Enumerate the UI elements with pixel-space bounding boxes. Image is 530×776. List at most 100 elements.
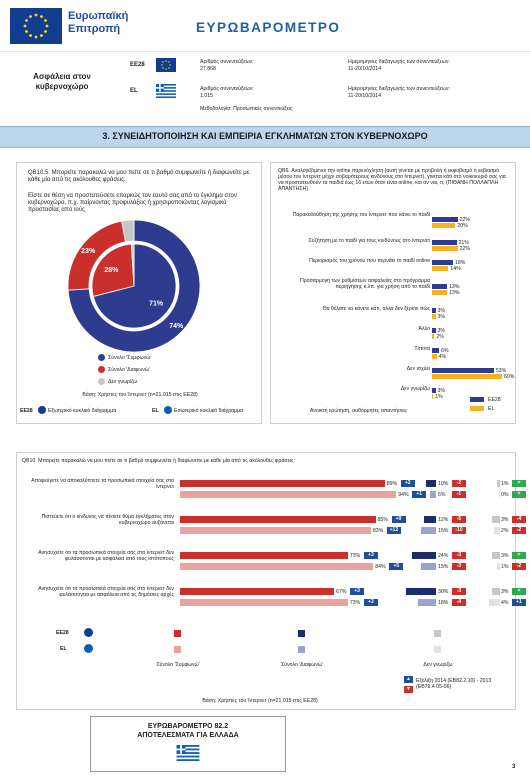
- qb6-legend-el: EL: [488, 406, 495, 412]
- qb6-category-label: Παρακολούθηση της χρήσης του ίντερνετ πο…: [292, 212, 430, 218]
- qb10-value-el-dk: 0%: [501, 491, 509, 498]
- qb105-inner-note: Εσωτερικό κυκλικό διάγραμμα: [174, 408, 244, 414]
- el-dates-label: Ημερομηνίες διεξαγωγής των συνεντεύξεων:: [348, 86, 450, 92]
- qb6-legend-el-swatch: [470, 406, 484, 411]
- legend-dk-label: Δεν γνωρίζω: [108, 379, 138, 385]
- legend-el-agree-swatch: [174, 646, 181, 653]
- qb6-bar-el: [432, 354, 437, 359]
- qb6-bar-ee: [432, 260, 453, 265]
- eu-legend-icon: [84, 628, 93, 637]
- qb6-value-el: 60%: [504, 373, 515, 380]
- qb6-category-label: Θα θέλατε να κάνετε κάτι, αλλά δεν ξέρετ…: [322, 306, 430, 312]
- qb10-question: QB10. Μπορείτε παρακαλώ να μου πείτε σε …: [22, 458, 295, 464]
- qb10-bar-ee-disagree: [424, 516, 436, 523]
- qb10-bar-el-agree: [180, 491, 397, 498]
- legend-el-disagree-swatch: [298, 646, 305, 653]
- org-line1: Ευρωπαϊκή: [68, 10, 129, 22]
- qb6-bar-ee: [432, 217, 458, 222]
- qb10-bar-el-dk: [488, 599, 500, 606]
- qb6-value-el: 13%: [449, 289, 460, 296]
- qb105-question: QB10.5. Μπορείτε παρακαλώ να μου πείτε σ…: [28, 170, 250, 183]
- qb6-bar-ee: [432, 284, 448, 289]
- qb10-bar-el-disagree: [430, 491, 436, 498]
- qb6-bar-el: [432, 394, 434, 399]
- org-line2: Επιτροπή: [68, 23, 121, 35]
- qb10-change-ee-agree: +3: [363, 552, 378, 559]
- qb6-value-ee: 21%: [458, 239, 469, 246]
- legend-ee-disagree-swatch: [298, 630, 305, 637]
- header-band: [0, 0, 530, 52]
- qb10-bar-el-dk: [499, 491, 500, 498]
- eu-small-flag-icon: [38, 406, 46, 414]
- qb10-value-ee-dk: 3%: [501, 552, 509, 559]
- qb6-value-ee: 13%: [449, 283, 460, 290]
- qb6-category-label: Δεν ισχύει: [406, 366, 430, 372]
- qb10-bar-el-dk: [494, 527, 500, 534]
- greek-flag-icon: [156, 84, 176, 98]
- eu-flag-icon: [156, 58, 176, 72]
- qb105-inner-label: EL: [152, 408, 159, 414]
- qb6-category-label: Τίποτα: [414, 346, 430, 352]
- qb10-bar-ee-agree: [180, 480, 385, 487]
- qb10-change-el-dk: +1: [512, 599, 526, 606]
- qb6-value-ee: 3%: [437, 307, 446, 314]
- qb6-value-ee: 6%: [441, 347, 449, 354]
- qb10-value-ee-disagree: 30%: [438, 588, 449, 595]
- qb10-change-ee-disagree: -3: [452, 588, 466, 595]
- qb6-footnote: Ανοικτή ερώτηση, αυθόρμητες απαντήσεις: [310, 408, 408, 414]
- greek-legend-icon: [84, 644, 93, 653]
- qb10-bar-el-agree: [180, 599, 348, 606]
- qb6-value-ee: 53%: [495, 367, 507, 374]
- qb10-value-el-agree: 94%: [398, 491, 409, 498]
- qb10-change-ee-disagree: -2: [452, 480, 466, 487]
- qb105-outer-label: EE28: [20, 408, 33, 414]
- qb105-statement: Είστε σε θέση να προστατεύσετε επαρκώς τ…: [28, 193, 237, 213]
- survey-row-ee-label: EE28: [130, 62, 145, 68]
- qb10-change-ee-dk: =: [512, 552, 526, 559]
- qb6-value-el: 22%: [459, 245, 471, 252]
- legend-el-dk-swatch: [434, 646, 441, 653]
- qb10-change-el-disagree: -3: [452, 563, 466, 570]
- qb10-value-el-disagree: 6%: [438, 491, 446, 498]
- qb10-value-el-agree: 83%: [372, 527, 384, 534]
- qb10-bar-el-agree: [180, 563, 374, 570]
- qb10-value-ee-dk: 3%: [501, 516, 509, 523]
- survey-topic: Ασφάλεια στον κυβερνοχώρο: [14, 72, 110, 92]
- qb6-bar-el: [432, 266, 449, 271]
- page-title: ΕΥΡΩΒΑΡΟΜΕΤΡΟ: [196, 20, 341, 35]
- methodology: Μεθοδολογία: Προσωπικές συνεντεύξεις: [200, 106, 293, 112]
- qb10-change-el-agree: +12: [386, 527, 401, 534]
- qb10-value-ee-agree: 67%: [336, 588, 347, 595]
- qb10-change-ee-disagree: -5: [452, 516, 466, 523]
- ee-interviews-label: Αριθμός συνεντεύξεων:: [200, 59, 254, 65]
- qb10-bar-el-disagree: [421, 527, 436, 534]
- qb10-value-el-dk: 1%: [501, 563, 509, 570]
- qb10-bar-ee-disagree: [406, 588, 436, 595]
- qb6-value-el: 4%: [438, 353, 447, 360]
- qb6-legend-ee-swatch: [470, 397, 484, 402]
- qb10-value-ee-agree: 85%: [377, 516, 388, 523]
- qb105-outer-note: Εξωτερικό κυκλικό διάγραμμα: [48, 408, 117, 414]
- qb10-bar-ee-dk: [491, 588, 500, 595]
- qb10-legend-el: EL: [60, 646, 67, 652]
- qb6-bar-ee: [432, 368, 494, 373]
- footer-line2: ΑΠΟΤΕΛΕΣΜΑΤΑ ΓΙΑ ΕΛΛΑΔΑ: [137, 732, 239, 739]
- qb6-bar-el: [432, 246, 458, 251]
- qb10-bar-ee-dk: [491, 552, 500, 559]
- evolution-down-icon: ▼: [404, 686, 413, 693]
- qb10-bar-el-dk: [497, 563, 500, 570]
- qb10-change-ee-disagree: -3: [452, 552, 466, 559]
- ee-dates-label: Ημερομηνίες διεξαγωγής των συνεντεύξεων:: [348, 59, 450, 65]
- qb6-value-ee: 3%: [437, 387, 446, 394]
- qb10-legend-dk: Δεν γνωρίζω: [423, 662, 453, 668]
- pie-ee-slice-2: [121, 219, 135, 243]
- qb10-value-ee-agree: 73%: [349, 552, 361, 559]
- legend-dk-dot: [98, 378, 105, 385]
- qb10-bar-ee-dk: [491, 516, 500, 523]
- legend-disagree-label: Σύνολο 'Διαφωνώ': [108, 367, 150, 373]
- page-number: 3: [512, 764, 516, 770]
- qb10-change-el-agree: +5: [389, 563, 404, 570]
- qb10-value-ee-disagree: 10%: [438, 480, 449, 487]
- qb10-category-label: Αποφεύγετε να αποκαλύπτετε τα προσωπικά …: [31, 478, 174, 490]
- footer-title: ΕΥΡΩΒΑΡΟΜΕΤΡΟ 82.2 ΑΠΟΤΕΛΕΣΜΑΤΑ ΓΙΑ ΕΛΛΑ…: [90, 722, 286, 740]
